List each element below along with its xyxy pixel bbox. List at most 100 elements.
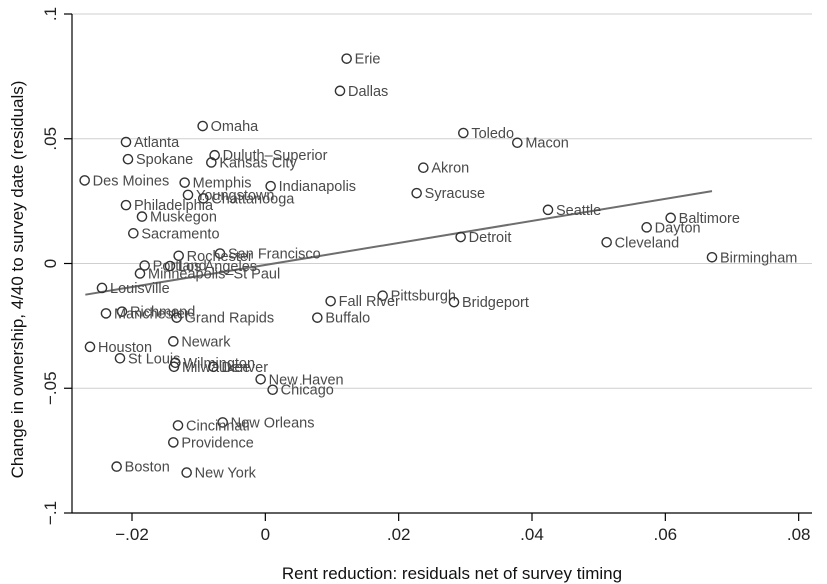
data-point: Atlanta <box>120 135 180 151</box>
data-point: Providence <box>168 435 254 451</box>
point-label: Spokane <box>136 152 193 168</box>
data-point: Grand Rapids <box>171 311 274 327</box>
data-point: Muskegon <box>136 210 217 226</box>
point-marker <box>120 199 132 211</box>
y-tick-label: 0 <box>41 259 60 268</box>
point-label: St Louis <box>128 351 180 367</box>
point-marker <box>341 53 352 64</box>
data-point: Kansas City <box>206 155 297 171</box>
point-label: Omaha <box>211 119 259 135</box>
data-point: Chattanooga <box>198 191 295 207</box>
point-marker <box>198 193 209 204</box>
x-axis-ticks: −.02 0 .02 .04 .06 .08 <box>115 513 810 544</box>
point-label: Kansas City <box>219 155 297 171</box>
point-label: Duluth–Superior <box>223 148 328 164</box>
point-marker <box>458 127 469 139</box>
point-marker <box>172 420 184 431</box>
y-tick-label: −.1 <box>41 501 60 525</box>
point-label: Des Moines <box>93 173 170 189</box>
point-label: Providence <box>181 435 254 451</box>
x-tick-label: .08 <box>787 525 811 544</box>
point-label: Baltimore <box>679 211 740 227</box>
data-point: Detroit <box>455 230 512 246</box>
x-tick-label: −.02 <box>115 525 149 544</box>
city-points: Erie Dallas Omaha Toledo Macon Atlanta Duluth–… <box>79 52 797 482</box>
point-label: Dallas <box>348 84 388 100</box>
data-point: Sacramento <box>128 226 220 242</box>
point-marker <box>448 296 460 308</box>
data-point: Fall River <box>325 294 400 310</box>
point-label: Macon <box>525 136 569 152</box>
point-label: Los Angeles <box>178 259 257 275</box>
point-label: Wilmington <box>183 356 255 372</box>
point-marker <box>120 136 132 148</box>
point-marker <box>168 336 179 347</box>
point-marker <box>255 373 266 385</box>
data-point: Manchester <box>100 306 190 322</box>
x-tick-label: .02 <box>387 525 411 544</box>
data-point: New Haven <box>255 372 344 388</box>
data-point: Los Angeles <box>164 259 257 275</box>
point-marker <box>665 212 676 224</box>
data-point: Youngstown <box>182 188 274 204</box>
data-point: Spokane <box>122 152 193 168</box>
point-marker <box>116 306 128 317</box>
point-label: Grand Rapids <box>185 311 274 327</box>
point-label: Indianapolis <box>279 179 356 195</box>
point-label: Chattanooga <box>211 191 295 207</box>
point-label: Houston <box>98 340 152 356</box>
point-marker <box>455 231 466 243</box>
point-label: Minneapolis–St Paul <box>148 266 280 282</box>
data-point: Dallas <box>334 84 388 100</box>
data-point: Memphis <box>179 176 251 192</box>
point-marker <box>641 222 652 233</box>
point-label: Detroit <box>469 230 512 246</box>
point-label: New York <box>195 466 257 482</box>
data-point: Toledo <box>458 126 514 142</box>
data-point: Macon <box>512 136 569 152</box>
fitted-regression-line <box>85 190 713 296</box>
data-point: Cincinnati <box>172 418 250 434</box>
data-point: Akron <box>418 161 469 177</box>
y-axis-ticks: −.1 −.05 0 .05 .1 <box>41 7 72 525</box>
point-label: Syracuse <box>425 186 485 202</box>
point-marker <box>168 437 179 448</box>
data-point: Minneapolis–St Paul <box>134 266 280 282</box>
data-point: Philadelphia <box>120 198 214 214</box>
point-marker <box>197 120 208 132</box>
x-axis-title: Rent reduction: residuals net of survey … <box>282 564 622 583</box>
x-tick-label: .04 <box>520 525 544 544</box>
point-label: Fall River <box>339 294 400 310</box>
data-point: Milwaukee <box>168 360 251 376</box>
point-label: Sacramento <box>141 226 219 242</box>
data-point: St Louis <box>114 351 180 367</box>
point-marker <box>136 211 148 222</box>
data-point: Rochester <box>173 249 253 265</box>
y-tick-label: −.05 <box>41 371 60 405</box>
point-label: Pittsburgh <box>391 289 456 305</box>
data-point: Houston <box>84 340 152 356</box>
point-label: Akron <box>431 161 469 177</box>
point-marker <box>208 361 219 373</box>
point-marker <box>512 137 523 149</box>
point-marker <box>334 85 346 97</box>
point-marker <box>139 260 150 271</box>
data-point: Bridgeport <box>448 295 529 311</box>
point-marker <box>265 180 276 192</box>
point-marker <box>206 157 217 168</box>
data-point: Richmond <box>116 305 195 321</box>
y-tick-label: .1 <box>41 7 60 21</box>
point-marker <box>96 282 108 294</box>
point-marker <box>182 189 194 201</box>
data-point: Newark <box>168 334 231 350</box>
point-label: Milwaukee <box>182 360 251 376</box>
data-point: Erie <box>341 52 381 68</box>
point-marker <box>173 250 184 262</box>
point-marker <box>164 260 176 272</box>
data-point: Pittsburgh <box>377 289 456 305</box>
point-label: Erie <box>355 52 381 68</box>
point-marker <box>179 177 190 188</box>
point-label: Chicago <box>281 383 334 399</box>
point-label: Cleveland <box>615 235 680 251</box>
